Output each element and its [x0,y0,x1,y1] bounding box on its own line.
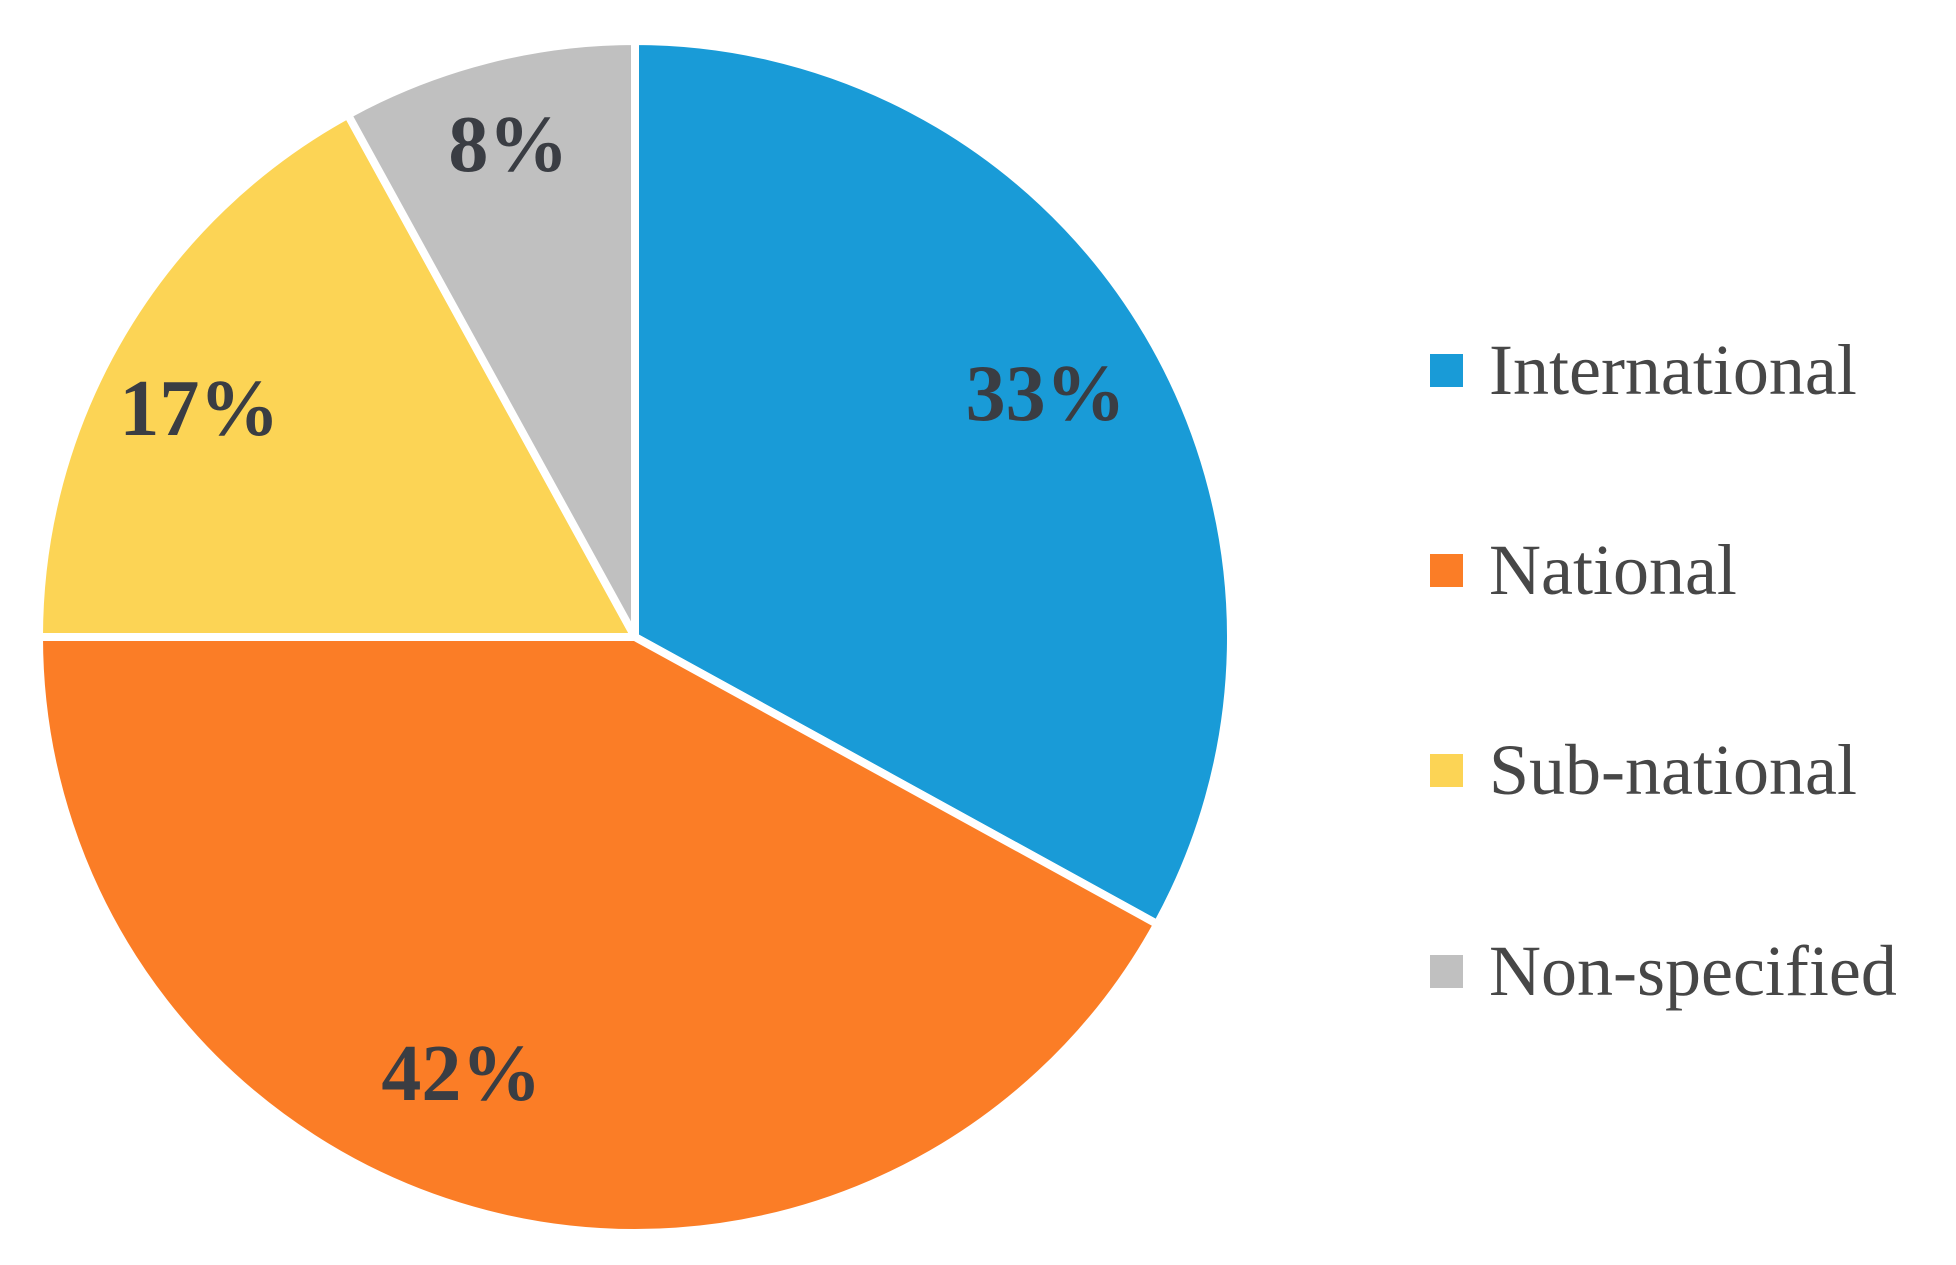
pie-slice-international [631,37,1235,929]
chart-legend: International National Sub-national Non-spe… [1430,0,1956,1265]
data-label-international: 33% [966,350,1126,438]
legend-swatch-non-specified [1430,954,1463,988]
pie-slice-national [35,633,1162,1237]
legend-label-non-specified: Non-specified [1489,931,1897,1011]
data-label-national: 42% [381,1030,541,1118]
legend-label-international: International [1489,330,1857,410]
data-label-non-specified: 8% [448,101,568,189]
legend-label-national: National [1489,530,1737,610]
legend-item-international: International [1430,334,1857,406]
legend-swatch-sub-national [1430,753,1463,787]
legend-item-sub-national: Sub-national [1430,734,1857,806]
data-label-sub-national: 17% [119,365,279,453]
pie-slice-non-specified [343,37,639,641]
legend-label-sub-national: Sub-national [1489,730,1857,810]
legend-swatch-national [1430,553,1463,587]
pie-chart: 33% 42% 17% 8% [35,37,1235,1237]
legend-item-non-specified: Non-specified [1430,935,1897,1007]
pie-slice-sub-national [35,110,639,641]
legend-swatch-international [1430,353,1463,387]
legend-item-national: National [1430,534,1737,606]
